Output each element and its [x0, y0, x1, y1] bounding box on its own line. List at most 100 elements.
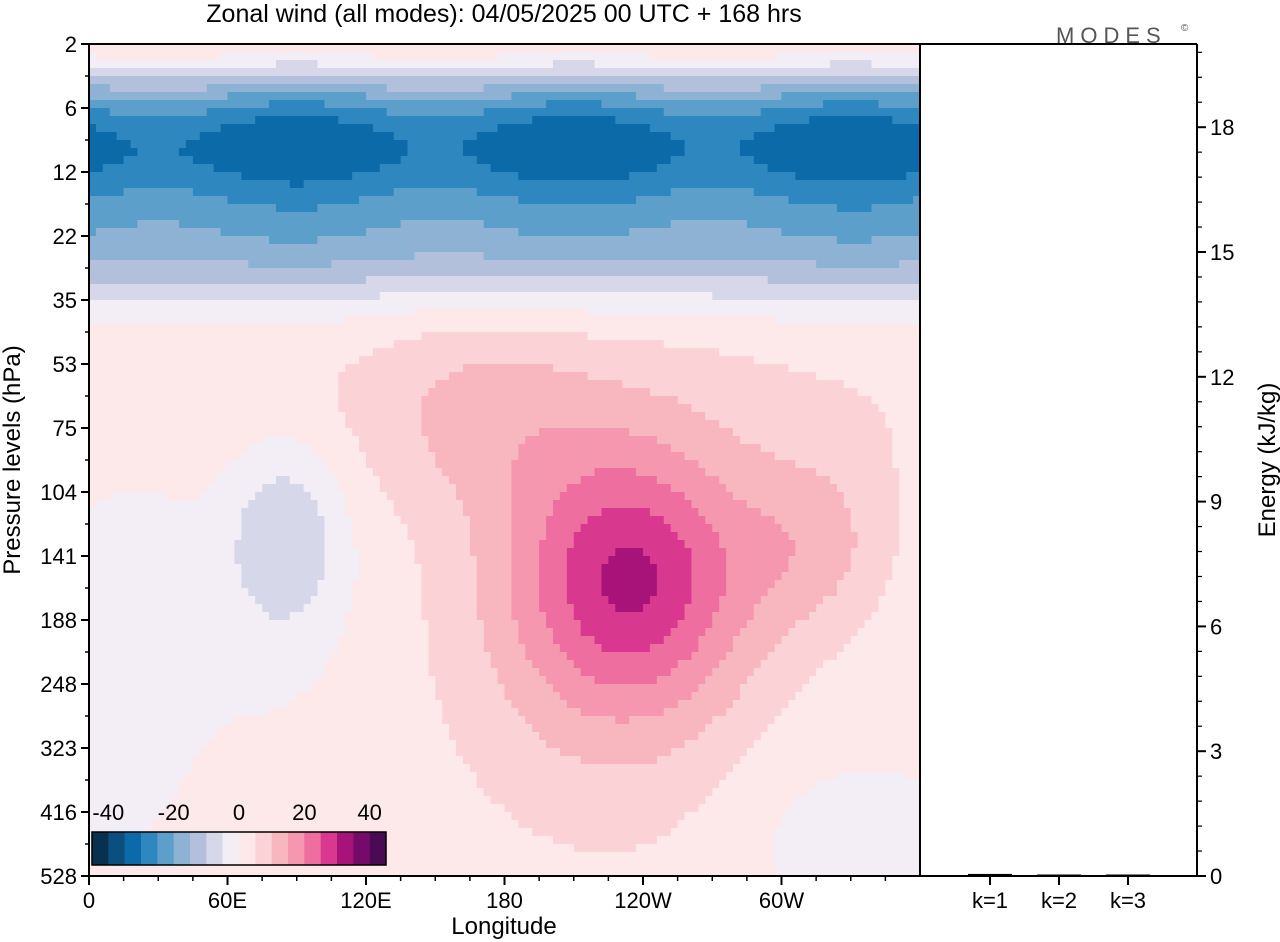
- heatmap-cell: [317, 148, 326, 157]
- heatmap-cell: [698, 44, 706, 53]
- heatmap-cell: [864, 84, 873, 93]
- heatmap-cell: [89, 236, 97, 245]
- heatmap-cell: [352, 252, 360, 261]
- heatmap-cell: [608, 348, 616, 357]
- heatmap-cell: [393, 356, 402, 365]
- heatmap-cell: [386, 364, 395, 373]
- heatmap-cell: [601, 356, 609, 365]
- heatmap-cell: [836, 52, 845, 61]
- heatmap-cell: [275, 308, 284, 317]
- heatmap-cell: [906, 68, 914, 77]
- heatmap-cell: [275, 324, 284, 333]
- heatmap-cell: [490, 356, 499, 365]
- heatmap-cell: [206, 324, 215, 333]
- heatmap-cell: [483, 332, 492, 341]
- heatmap-cell: [241, 244, 249, 253]
- heatmap-cell: [462, 316, 471, 325]
- heatmap-cell: [449, 76, 457, 85]
- heatmap-cell: [241, 332, 249, 341]
- heatmap-cell: [497, 324, 506, 333]
- heatmap-cell: [636, 236, 644, 245]
- heatmap-cell: [691, 340, 699, 349]
- heatmap-cell: [774, 324, 783, 333]
- heatmap-cell: [573, 260, 582, 269]
- heatmap-cell: [269, 188, 277, 197]
- heatmap-cell: [753, 252, 762, 261]
- heatmap-cell: [289, 236, 298, 245]
- heatmap-cell: [449, 212, 457, 221]
- heatmap-cell: [552, 348, 561, 357]
- heatmap-cell: [636, 300, 644, 309]
- heatmap-cell: [310, 92, 319, 101]
- heatmap-cell: [469, 364, 478, 373]
- heatmap-cell: [324, 364, 332, 373]
- heatmap-cell: [234, 76, 242, 85]
- heatmap-cell: [303, 156, 312, 165]
- heatmap-cell: [116, 292, 125, 301]
- heatmap-cell: [712, 196, 720, 205]
- heatmap-cell: [331, 124, 339, 133]
- heatmap-cell: [774, 236, 783, 245]
- heatmap-cell: [206, 44, 215, 53]
- heatmap-cell: [95, 364, 104, 373]
- heatmap-cell: [179, 84, 187, 93]
- heatmap-cell: [490, 100, 499, 109]
- heatmap-cell: [366, 332, 374, 341]
- heatmap-cell: [234, 140, 242, 149]
- heatmap-cell: [892, 244, 900, 253]
- heatmap-cell: [843, 196, 852, 205]
- heatmap-cell: [144, 228, 152, 237]
- heatmap-cell: [594, 308, 603, 317]
- heatmap-cell: [414, 308, 422, 317]
- heatmap-cell: [809, 332, 817, 341]
- heatmap-cell: [296, 92, 305, 101]
- heatmap-cell: [469, 180, 478, 189]
- heatmap-cell: [116, 372, 125, 381]
- heatmap-cell: [386, 164, 395, 173]
- heatmap-cell: [843, 76, 852, 85]
- heatmap-cell: [698, 268, 706, 277]
- heatmap-cell: [823, 260, 831, 269]
- heatmap-cell: [746, 84, 755, 93]
- heatmap-cell: [753, 140, 762, 149]
- heatmap-cell: [123, 132, 132, 141]
- heatmap-cell: [241, 92, 249, 101]
- heatmap-cell: [497, 140, 506, 149]
- heatmap-cell: [802, 108, 810, 117]
- heatmap-cell: [310, 68, 319, 77]
- heatmap-cell: [109, 316, 118, 325]
- heatmap-cell: [539, 116, 547, 125]
- heatmap-cell: [310, 140, 319, 149]
- heatmap-cell: [179, 276, 187, 285]
- heatmap-cell: [137, 324, 145, 333]
- heatmap-cell: [324, 68, 332, 77]
- heatmap-cell: [636, 228, 644, 237]
- heatmap-cell: [906, 220, 914, 229]
- heatmap-cell: [809, 284, 817, 293]
- heatmap-cell: [587, 188, 596, 197]
- heatmap-cell: [892, 116, 900, 125]
- heatmap-cell: [892, 52, 900, 61]
- heatmap-cell: [746, 92, 755, 101]
- heatmap-cell: [746, 204, 755, 213]
- heatmap-cell: [310, 300, 319, 309]
- heatmap-cell: [643, 260, 651, 269]
- heatmap-cell: [566, 132, 575, 141]
- heatmap-cell: [269, 172, 277, 181]
- heatmap-cell: [719, 268, 727, 277]
- heatmap-cell: [511, 324, 519, 333]
- heatmap-cell: [421, 212, 429, 221]
- heatmap-cell: [483, 196, 492, 205]
- heatmap-cell: [109, 164, 118, 173]
- heatmap-cell: [345, 116, 353, 125]
- heatmap-cell: [151, 244, 159, 253]
- heatmap-cell: [913, 228, 920, 237]
- heatmap-cell: [393, 100, 402, 109]
- heatmap-cell: [372, 68, 381, 77]
- heatmap-cell: [629, 300, 637, 309]
- heatmap-cell: [158, 84, 166, 93]
- heatmap-cell: [885, 340, 893, 349]
- heatmap-cell: [899, 148, 907, 157]
- heatmap-cell: [864, 356, 873, 365]
- heatmap-cell: [525, 348, 533, 357]
